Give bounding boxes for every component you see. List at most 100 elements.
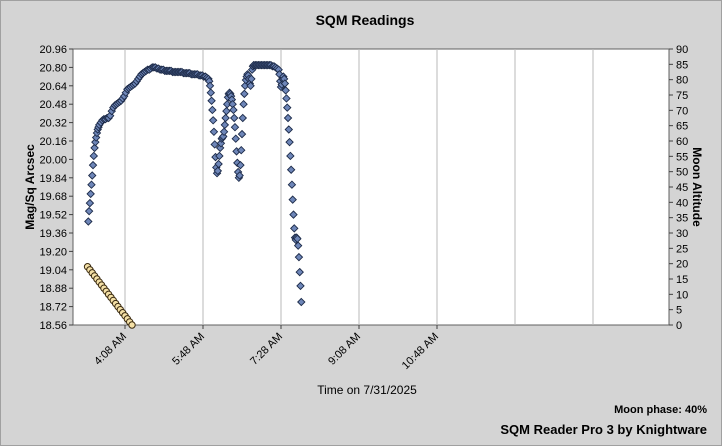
plot-area: [72, 48, 670, 326]
y2-tick-label: 35: [676, 213, 688, 225]
y-tick-label: 18.88: [39, 283, 67, 295]
sqm-reading-point: [288, 195, 297, 204]
x-tick-label: 4:08 AM: [92, 331, 129, 368]
y2-tick-label: 40: [676, 197, 688, 209]
x-tick-label: 10:48 AM: [400, 331, 441, 372]
sqm-reading-point: [86, 189, 95, 199]
sqm-reading-point: [286, 151, 295, 161]
sqm-reading-point: [215, 151, 224, 161]
x-tick-label: 9:08 AM: [326, 331, 363, 368]
sqm-reading-point: [208, 116, 218, 125]
sqm-reading-point: [229, 113, 239, 123]
sqm-reading-point: [207, 96, 216, 105]
x-axis-label: Time on 7/31/2025: [317, 383, 417, 397]
y-tick-label: 18.56: [39, 320, 67, 332]
moon-altitude-point: [128, 321, 136, 329]
moon-altitude-series: [83, 263, 136, 329]
sqm-reading-point: [89, 151, 99, 161]
y-tick-label: 19.36: [39, 228, 67, 240]
y-axis-label: Mag/Sq Arcsec: [23, 144, 37, 230]
sqm-reading-point: [284, 125, 294, 134]
sqm-reading-point: [283, 113, 293, 123]
sqm-reading-point: [239, 99, 248, 109]
y2-tick-label: 10: [676, 289, 688, 301]
y2-tick-label: 85: [676, 59, 688, 71]
sqm-reading-point: [214, 159, 223, 169]
y2-tick-label: 20: [676, 259, 688, 271]
y2-tick-label: 30: [676, 228, 688, 240]
y-tick-label: 19.04: [39, 265, 67, 277]
sqm-reading-point: [240, 89, 249, 99]
sqm-reading-point: [294, 252, 304, 262]
y2-tick-label: 25: [676, 243, 688, 255]
y2-tick-label: 90: [676, 44, 688, 56]
sqm-reading-point: [209, 127, 219, 137]
y-tick-label: 18.72: [39, 302, 67, 314]
sqm-reading-point: [230, 122, 240, 132]
sqm-reading-point: [87, 180, 96, 189]
sqm-reading-point: [235, 171, 244, 180]
y2-tick-label: 15: [676, 274, 688, 286]
y2-tick-label: 65: [676, 121, 688, 133]
left-axis-ticks: 20.96 20.80 20.64 20.48 20.32 20.16 20.00 19.84…: [39, 44, 73, 332]
sqm-reading-point: [293, 241, 303, 250]
sqm-reading-point: [282, 94, 291, 103]
y2-tick-label: 0: [676, 320, 682, 332]
sqm-reading-point: [247, 74, 256, 84]
sqm-reading-point: [236, 145, 246, 155]
y2-axis-label: Moon Altitude: [690, 147, 704, 227]
sqm-reading-point: [85, 198, 95, 208]
y2-tick-label: 60: [676, 136, 688, 148]
sqm-reading-point: [208, 105, 217, 115]
sqm-reading-point: [91, 133, 101, 142]
y-tick-label: 20.00: [39, 154, 67, 166]
sqm-reading-point: [246, 81, 255, 91]
y-tick-label: 20.32: [39, 118, 67, 130]
sqm-reading-point: [289, 210, 298, 219]
sqm-reading-point: [229, 105, 238, 115]
sqm-reading-point: [238, 113, 248, 123]
sqm-reading-point: [222, 106, 231, 116]
y2-tick-label: 70: [676, 105, 688, 117]
x-tick-label: 5:48 AM: [170, 331, 207, 368]
sqm-reading-point: [220, 120, 230, 130]
y-tick-label: 19.52: [39, 210, 67, 222]
y-tick-label: 20.64: [39, 81, 67, 93]
sqm-reading-point: [84, 217, 93, 226]
sqm-reading-point: [90, 143, 99, 153]
y2-tick-label: 45: [676, 182, 688, 194]
sqm-reading-point: [88, 160, 98, 170]
y-tick-label: 20.96: [39, 44, 67, 56]
y-tick-label: 19.84: [39, 173, 67, 185]
sqm-reading-point: [290, 224, 299, 233]
sqm-reading-point: [219, 127, 229, 137]
y2-tick-label: 80: [676, 75, 688, 87]
y2-tick-label: 75: [676, 90, 688, 102]
grid-lines: [124, 49, 594, 325]
sqm-reading-point: [296, 281, 305, 291]
sqm-reading-point: [84, 206, 94, 216]
y-tick-label: 19.20: [39, 246, 67, 258]
sqm-reading-point: [222, 99, 232, 109]
sqm-reading-point: [206, 88, 216, 97]
sqm-reading-point: [237, 129, 247, 139]
brand-text: SQM Reader Pro 3 by Knightware: [500, 422, 707, 437]
sqm-reading-point: [281, 86, 290, 95]
y2-tick-label: 5: [676, 305, 682, 317]
chart-title: SQM Readings: [316, 12, 415, 28]
sqm-reading-point: [287, 180, 297, 189]
sqm-reading-point: [285, 137, 294, 147]
y-tick-label: 20.48: [39, 99, 67, 111]
x-tick-label: 7:28 AM: [248, 331, 285, 368]
sqm-reading-point: [88, 171, 97, 180]
y2-tick-label: 55: [676, 151, 688, 163]
sqm-reading-point: [213, 166, 223, 176]
y-tick-label: 19.68: [39, 191, 67, 203]
sqm-reading-point: [221, 113, 230, 123]
sqm-chart: SQM Readings 20.96 20.80 20.64 20.48 20.32 20…: [23, 12, 704, 397]
sqm-reading-point: [231, 134, 240, 143]
sqm-reading-point: [297, 297, 306, 307]
y-tick-label: 20.80: [39, 62, 67, 74]
